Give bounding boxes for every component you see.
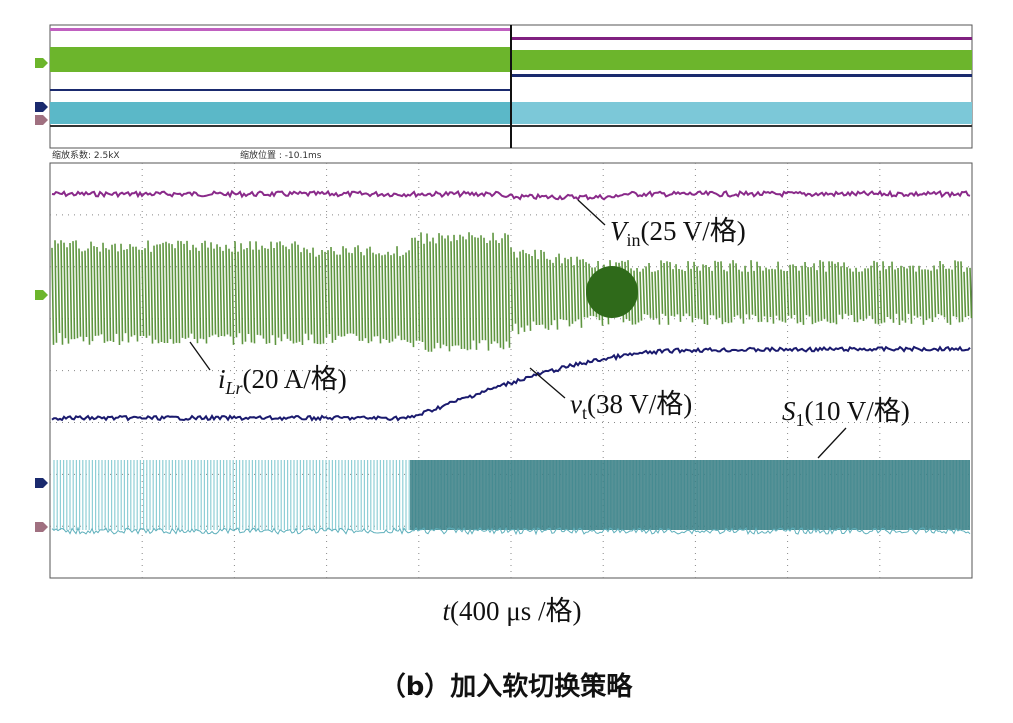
symbol: t	[443, 596, 452, 626]
scale: (38 V/格)	[587, 389, 692, 419]
trace	[512, 74, 972, 77]
trace-vt	[51, 345, 971, 422]
x-axis-label: t(400 μs /格)	[443, 596, 582, 626]
annotation: Vin(25 V/格)	[610, 216, 746, 250]
channel-marker	[35, 58, 48, 68]
subscript: in	[627, 230, 641, 250]
trace	[50, 89, 510, 91]
leader-line	[577, 199, 606, 226]
trace	[50, 47, 510, 72]
trace-ilr	[51, 232, 973, 352]
channel-marker	[35, 478, 48, 488]
annotation: iLr(20 A/格)	[218, 364, 347, 398]
channel-marker	[35, 290, 48, 300]
trace-s1-base	[51, 526, 971, 536]
scale: (25 V/格)	[641, 216, 746, 246]
trace-s1-dense	[410, 460, 970, 530]
symbol: V	[610, 216, 630, 246]
trace	[512, 37, 972, 40]
leader-line	[529, 367, 566, 399]
scale: (20 A/格)	[243, 364, 347, 394]
leader-line	[189, 341, 211, 371]
waveforms	[35, 25, 973, 536]
zoom-position: 缩放位置 : -10.1ms	[240, 149, 322, 161]
subscript: Lr	[225, 378, 244, 398]
scale: (400 μs /格)	[450, 596, 581, 626]
subscript: 1	[796, 410, 805, 430]
trace	[50, 28, 510, 31]
symbol: i	[218, 364, 226, 394]
trace	[50, 102, 510, 124]
subscript: t	[582, 403, 587, 423]
annotation: S1(10 V/格)	[782, 396, 910, 430]
symbol: v	[570, 389, 582, 419]
channel-marker	[35, 115, 48, 125]
trace	[512, 50, 972, 70]
leader-line	[817, 427, 847, 459]
annotation: vt(38 V/格)	[570, 389, 692, 423]
channel-marker	[35, 522, 48, 532]
trace	[512, 102, 972, 124]
scale: (10 V/格)	[805, 396, 910, 426]
caption: （b）加入软切换策略	[380, 671, 634, 702]
trace-ilr-dense	[586, 266, 638, 318]
symbol: S	[782, 396, 796, 426]
channel-marker	[35, 102, 48, 112]
zoom-factor: 缩放系数: 2.5kX	[52, 149, 120, 161]
trace-vin	[51, 189, 971, 201]
leaders	[189, 199, 847, 459]
